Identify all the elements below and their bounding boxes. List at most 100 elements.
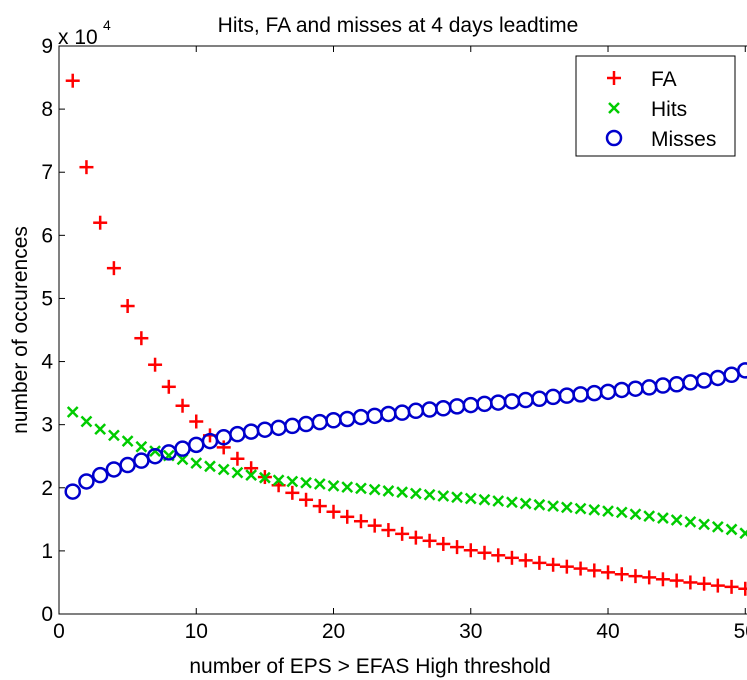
legend-label-hits: Hits [651,98,687,121]
y-tick-label: 0 [41,603,53,626]
legend-entries: FA Hits Misses [605,68,716,151]
y-axis-ticks: 0 1 2 3 4 5 6 7 8 9 [41,35,65,626]
data-point-hits [574,502,587,515]
data-point-hits [464,492,477,505]
data-point-hits [368,483,381,496]
data-point-fa [106,261,121,276]
x-tick-label: 0 [53,620,65,643]
x-axis-label: number of EPS > EFAS High threshold [189,655,550,678]
legend-label-fa: FA [651,68,677,91]
data-point-fa [326,504,341,519]
y-tick-label: 9 [41,35,53,58]
data-point-fa [669,573,684,588]
data-point-fa [148,357,163,372]
x-axis-ticks: 0 10 20 30 40 50 [53,46,747,643]
data-point-hits [423,488,436,501]
data-point-hits [698,518,710,531]
data-point-misses [737,362,747,379]
y-exponent-label: x 10 4 [58,17,111,49]
data-point-hits [341,481,354,494]
data-point-hits [657,512,669,524]
data-point-fa [353,514,368,529]
data-point-hits [94,423,107,435]
data-point-hits [108,429,120,442]
data-point-fa [79,160,94,175]
data-point-hits [588,503,601,516]
x-tick-label: 40 [596,620,619,643]
y-tick-label: 8 [41,98,53,121]
y-tick-label: 7 [41,161,53,184]
legend-label-misses: Misses [651,128,716,151]
data-point-fa [161,379,176,394]
series-fa [65,73,747,596]
data-point-fa [738,581,747,596]
data-point-hits [135,440,148,453]
data-point-fa [285,485,300,500]
data-point-hits [382,485,395,497]
data-point-fa [546,557,561,572]
x-tick-label: 10 [185,620,208,643]
data-point-fa [710,578,725,593]
data-point-fa [450,540,465,555]
legend-marker-fa [607,71,621,85]
y-tick-label: 3 [41,414,53,437]
x-tick-label: 50 [734,620,747,643]
data-point-hits [739,527,747,540]
legend-marker-hits [608,102,620,114]
data-point-hits [602,505,614,518]
series-layer [64,73,747,596]
data-point-fa [120,299,135,314]
data-point-hits [409,487,422,500]
y-tick-label: 6 [41,224,53,247]
y-tick-label: 5 [41,287,53,310]
data-point-hits [492,495,505,507]
data-point-hits [725,523,738,536]
data-point-hits [190,457,203,470]
data-point-fa [477,545,492,560]
data-point-hits [560,501,573,514]
data-point-fa [422,533,437,548]
data-point-hits [272,474,285,487]
legend-box [575,55,736,157]
data-point-fa [367,518,382,533]
data-point-fa [436,536,451,551]
data-point-fa [463,543,478,558]
data-point-hits [629,508,642,521]
data-point-fa [408,530,423,545]
y-tick-label: 4 [41,351,53,374]
plot-frame [58,45,747,615]
data-point-hits [204,460,216,473]
data-point-fa [628,569,643,584]
data-point-fa [573,561,588,576]
data-point-hits [355,482,367,495]
data-point-fa [601,565,616,580]
data-point-hits [670,514,683,526]
data-point-fa [559,559,574,574]
data-point-fa [134,331,149,346]
data-point-fa [175,398,190,413]
data-point-hits [231,466,244,479]
data-point-fa [614,567,629,582]
data-point-hits [533,498,546,511]
data-point-hits [327,480,340,492]
data-point-fa [491,548,506,563]
data-point-fa [65,73,80,88]
chart-title: Hits, FA and misses at 4 days leadtime [218,14,579,37]
data-point-hits [80,415,93,428]
x-tick-label: 30 [459,620,482,643]
data-point-hits [451,491,463,504]
data-point-fa [518,553,533,568]
data-point-fa [216,440,231,455]
y-exponent-base: x 10 [58,26,98,49]
data-point-fa [697,576,712,591]
y-tick-label: 2 [41,477,53,500]
data-point-hits [217,463,230,476]
data-point-hits [121,435,134,447]
data-point-fa [230,451,245,466]
data-point-hits [478,493,491,506]
data-point-hits [300,476,312,489]
y-axis-label: number of occurences [9,226,32,434]
data-point-hits [506,496,518,509]
data-point-hits [643,510,656,523]
